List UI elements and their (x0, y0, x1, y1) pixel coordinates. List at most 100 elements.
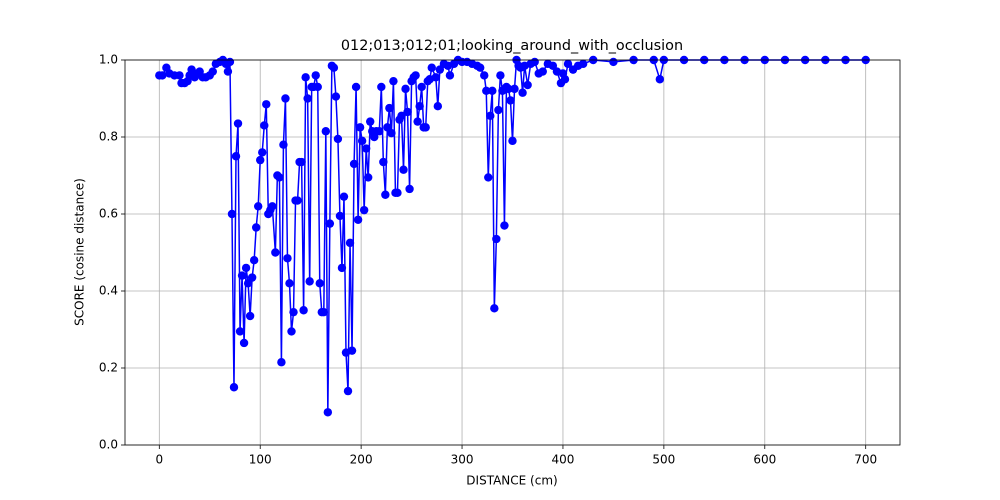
data-point (175, 71, 184, 80)
data-point (523, 80, 532, 90)
x-tick-label: 200 (350, 453, 373, 467)
data-point (225, 57, 235, 67)
data-point (413, 117, 422, 126)
data-point (397, 111, 406, 121)
data-point (393, 188, 402, 198)
data-point (339, 192, 349, 201)
data-point (239, 338, 249, 348)
data-point (500, 221, 509, 230)
data-point (353, 215, 363, 224)
y-axis-label: SCORE (cosine distance) (73, 178, 87, 326)
y-tick-label: 1.0 (99, 53, 118, 67)
data-point (399, 165, 408, 174)
data-point (277, 358, 286, 367)
data-point (480, 71, 489, 80)
data-point (313, 82, 322, 92)
data-point (254, 202, 263, 211)
data-point (297, 157, 306, 167)
data-point (299, 306, 308, 315)
data-point (289, 307, 298, 317)
data-point (488, 86, 497, 96)
data-point (415, 102, 424, 111)
data-point (363, 173, 373, 182)
data-point (385, 103, 394, 113)
data-point (275, 173, 284, 182)
plot-frame (124, 59, 901, 446)
data-point (271, 248, 280, 257)
chart-title: 012;013;012;01;looking_around_with_occlu… (341, 38, 683, 54)
data-point (321, 127, 331, 136)
data-point (251, 223, 261, 232)
x-axis-label: DISTANCE (cm) (466, 474, 557, 488)
data-point (387, 128, 396, 138)
data-point (482, 86, 491, 96)
data-point (331, 92, 341, 101)
y-tick-label: 0.8 (99, 130, 118, 144)
data-point (361, 144, 371, 153)
data-point (249, 256, 259, 265)
data-point (325, 219, 335, 228)
data-point (445, 71, 455, 80)
data-point (287, 327, 296, 336)
data-point (245, 311, 255, 321)
data-point (411, 71, 420, 80)
data-point (433, 102, 443, 111)
data-point (158, 71, 167, 80)
data-point (333, 134, 343, 144)
data-point (233, 119, 243, 128)
data-point (281, 94, 290, 103)
data-point (301, 73, 310, 82)
data-point (293, 196, 302, 205)
data-point (337, 263, 347, 273)
data-point (476, 63, 485, 72)
data-point (417, 82, 426, 92)
data-point (655, 75, 665, 84)
data-point (303, 94, 312, 103)
data-point (241, 263, 251, 273)
data-point (258, 148, 267, 157)
data-point (311, 71, 320, 80)
data-point (260, 121, 269, 130)
data-point (335, 211, 345, 221)
data-point (486, 111, 495, 121)
data-point (223, 67, 233, 76)
data-point (431, 73, 441, 82)
data-point (560, 75, 570, 84)
data-point (329, 63, 339, 72)
x-tick-label: 700 (854, 453, 877, 467)
data-point (381, 190, 390, 199)
data-point (283, 254, 292, 263)
data-point (345, 238, 355, 248)
data-point (508, 136, 517, 146)
data-point (490, 304, 499, 313)
data-point (315, 279, 324, 288)
data-point (355, 123, 365, 132)
data-point (231, 152, 241, 161)
data-point (506, 96, 515, 105)
data-point (518, 88, 527, 97)
data-point (285, 279, 294, 288)
data-point (494, 105, 503, 115)
data-point (347, 346, 357, 355)
x-tick-label: 0 (155, 453, 163, 467)
data-point (229, 383, 239, 392)
data-point (349, 159, 359, 169)
data-point (357, 136, 367, 146)
x-tick-label: 400 (552, 453, 575, 467)
data-point (208, 67, 217, 76)
data-point (323, 408, 333, 417)
data-point (351, 82, 361, 92)
data-point (403, 107, 412, 117)
x-tick-label: 100 (249, 453, 272, 467)
data-point (262, 100, 271, 109)
data-point (496, 71, 505, 80)
data-point (379, 157, 388, 167)
y-tick-label: 0.2 (99, 361, 118, 375)
data-point (609, 57, 618, 67)
data-point (227, 209, 237, 219)
data-point (578, 59, 588, 69)
data-point (530, 57, 539, 67)
data-point (538, 67, 547, 76)
